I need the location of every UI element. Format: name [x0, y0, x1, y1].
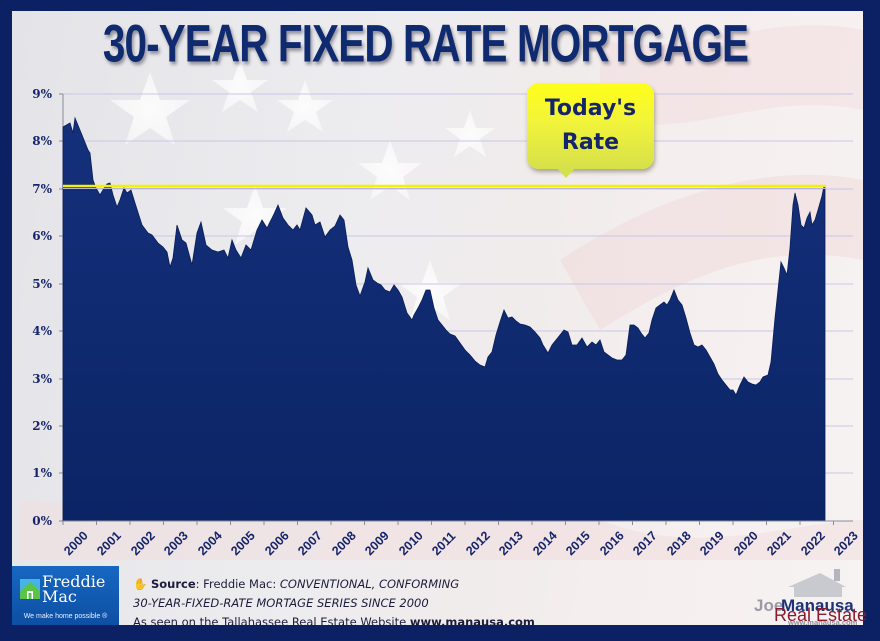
freddie-tagline: We make home possible ®: [23, 613, 108, 620]
x-tick-label: 2003: [161, 529, 191, 559]
seen-text: As seen on the Tallahassee Real Estate W…: [133, 615, 410, 629]
house-icon: [20, 579, 40, 599]
y-tick-label: 7%: [32, 182, 52, 196]
y-tick-label: 4%: [32, 324, 52, 338]
x-tick-label: 2023: [831, 529, 861, 559]
source-text: : Freddie Mac:: [195, 577, 280, 591]
y-tick-label: 5%: [32, 277, 52, 291]
y-tick-label: 0%: [32, 514, 52, 528]
source-label: Source: [150, 577, 196, 591]
mac-text: Mac: [42, 587, 77, 606]
source-italic: CONVENTIONAL, CONFORMING: [279, 577, 460, 591]
y-tick-label: 3%: [32, 372, 52, 386]
source-block: ✋ Source: Freddie Mac: CONVENTIONAL, CON…: [133, 575, 535, 632]
joe-manausa-logo: Joe Manausa Real Estate www.manausa.com: [754, 569, 866, 625]
y-tick-label: 8%: [32, 134, 52, 148]
svg-text:Joe: Joe: [754, 596, 783, 615]
y-tick-label: 9%: [32, 87, 52, 101]
x-tick-label: 2006: [262, 529, 292, 559]
x-tick-label: 2013: [496, 529, 526, 559]
y-tick-label: 2%: [32, 419, 52, 433]
x-tick-label: 2017: [630, 529, 660, 559]
x-tick-label: 2021: [764, 529, 794, 559]
rate-area: [62, 116, 826, 522]
x-tick-label: 2004: [195, 529, 225, 559]
x-tick-label: 2002: [128, 529, 158, 559]
y-tick-label: 6%: [32, 229, 52, 243]
x-tick-label: 2011: [429, 529, 458, 558]
x-tick-label: 2019: [697, 529, 727, 559]
series-line: 30-YEAR-FIXED-RATE MORTAGE SERIES SINCE …: [133, 596, 429, 610]
x-tick-label: 2022: [798, 529, 828, 559]
callout-line1: Today's: [544, 96, 637, 121]
x-tick-label: 2018: [664, 529, 694, 559]
svg-text:Real Estate: Real Estate: [774, 605, 866, 625]
y-tick-label: 1%: [32, 466, 52, 480]
house-icon: [788, 573, 846, 597]
freddie-text: Freddie: [42, 572, 106, 591]
hand-icon: ✋: [133, 577, 148, 591]
x-tick-label: 2005: [228, 529, 258, 559]
x-tick-label: 2020: [731, 529, 761, 559]
chart-title: 30-YEAR FIXED RATE MORTGAGE: [102, 13, 749, 73]
callout-line2: Rate: [561, 130, 620, 155]
freddie-mac-logo: Freddie Mac We make home possible ®: [12, 566, 119, 625]
y-tick-labels: 9% 8% 7% 6% 5% 4% 3% 2% 1% 0%: [32, 87, 52, 528]
x-tick-label: 2015: [563, 529, 593, 559]
x-tick-label: 2016: [597, 529, 627, 559]
x-tick-label: 2012: [463, 529, 493, 559]
x-tick-label: 2014: [530, 529, 560, 559]
website-link[interactable]: www.manausa.com: [409, 615, 535, 629]
x-tick-label: 2007: [295, 529, 325, 559]
x-tick-label: 2008: [329, 529, 359, 559]
source-line: ✋ Source: Freddie Mac: CONVENTIONAL, CON…: [133, 575, 535, 594]
seen-line: As seen on the Tallahassee Real Estate W…: [133, 613, 535, 632]
svg-text:www.manausa.com: www.manausa.com: [787, 618, 858, 625]
x-tick-labels: 2000 2001 2002 2003 2004 2005 2006 2007 …: [61, 529, 861, 559]
todays-rate-callout: Today's Rate: [527, 83, 654, 169]
svg-text:Manausa: Manausa: [781, 596, 854, 615]
callout-pointer: [555, 166, 577, 178]
x-tick-label: 2010: [396, 529, 426, 559]
x-tick-label: 2009: [362, 529, 392, 559]
x-tick-label: 2000: [61, 529, 91, 559]
x-tick-label: 2001: [94, 529, 124, 559]
